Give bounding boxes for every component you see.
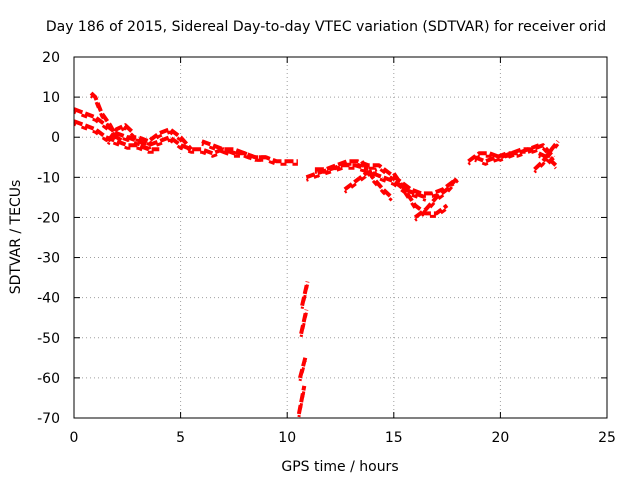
series-drop-segment-2-shadow (298, 360, 307, 382)
y-tick-label: 20 (42, 50, 60, 66)
series-arc-3 (89, 91, 125, 143)
y-tick-label: -10 (37, 170, 60, 186)
series-arc-14 (467, 143, 556, 163)
y-tick-label: -50 (37, 331, 60, 347)
series-arc-10 (360, 160, 394, 199)
series-group (73, 91, 560, 418)
series-arc-9 (343, 167, 378, 191)
x-tick-label: 20 (491, 430, 509, 446)
series-arc-17-shadow (538, 154, 557, 170)
series-arc-6-shadow (201, 142, 266, 162)
series-drop-segment-3-shadow (299, 312, 308, 338)
y-tick-label: -30 (37, 251, 60, 267)
series-arc-15 (474, 143, 540, 164)
y-tick-label: -20 (37, 210, 60, 226)
series-arc-15-shadow (474, 146, 540, 166)
series-arc-1 (73, 107, 298, 164)
y-tick-label: 10 (42, 90, 60, 106)
series-drop-segment-1-shadow (297, 388, 306, 418)
plot-frame (73, 56, 608, 419)
y-tick-label: -60 (37, 371, 60, 387)
series-arc-13 (413, 175, 460, 220)
x-tick-label: 25 (598, 430, 616, 446)
series-arc-11-shadow (371, 174, 427, 202)
series-arc-8 (305, 163, 369, 180)
series-arc-6 (201, 139, 266, 160)
x-tick-label: 10 (278, 430, 296, 446)
y-tick-label: -40 (37, 291, 60, 307)
x-tick-label: 5 (176, 430, 185, 446)
x-axis-label: GPS time / hours (281, 459, 398, 475)
y-tick-label: 0 (51, 130, 60, 146)
series-arc-7 (314, 159, 455, 196)
series-arc-12 (392, 172, 449, 216)
series-arc-5 (127, 127, 193, 151)
series-arc-17 (537, 151, 558, 167)
series-arc-7-shadow (314, 162, 455, 198)
series-arc-13-shadow (414, 179, 459, 222)
x-tick-label: 15 (385, 430, 403, 446)
chart-title: Day 186 of 2015, Sidereal Day-to-day VTE… (46, 19, 606, 35)
series-drop-segment-1 (296, 385, 307, 415)
series-arc-8-shadow (305, 166, 369, 182)
series-arc-14-shadow (467, 146, 555, 166)
series-arc-5-shadow (127, 130, 193, 154)
series-drop-segment-4-shadow (300, 284, 309, 310)
series-arc-2-shadow (73, 122, 160, 154)
y-tick-label: -70 (37, 411, 60, 427)
grid (74, 57, 607, 418)
y-axis-label: SDTVAR / TECUs (8, 180, 24, 295)
series-arc-2 (73, 119, 160, 152)
x-tick-label: 0 (70, 430, 79, 446)
ticks: 0 5 10 15 20 25 20 10 0 -10 -20 -30 -40 -50 -60 -70 (37, 50, 616, 446)
series-arc-10-shadow (360, 163, 393, 202)
series-arc-4 (106, 123, 136, 143)
